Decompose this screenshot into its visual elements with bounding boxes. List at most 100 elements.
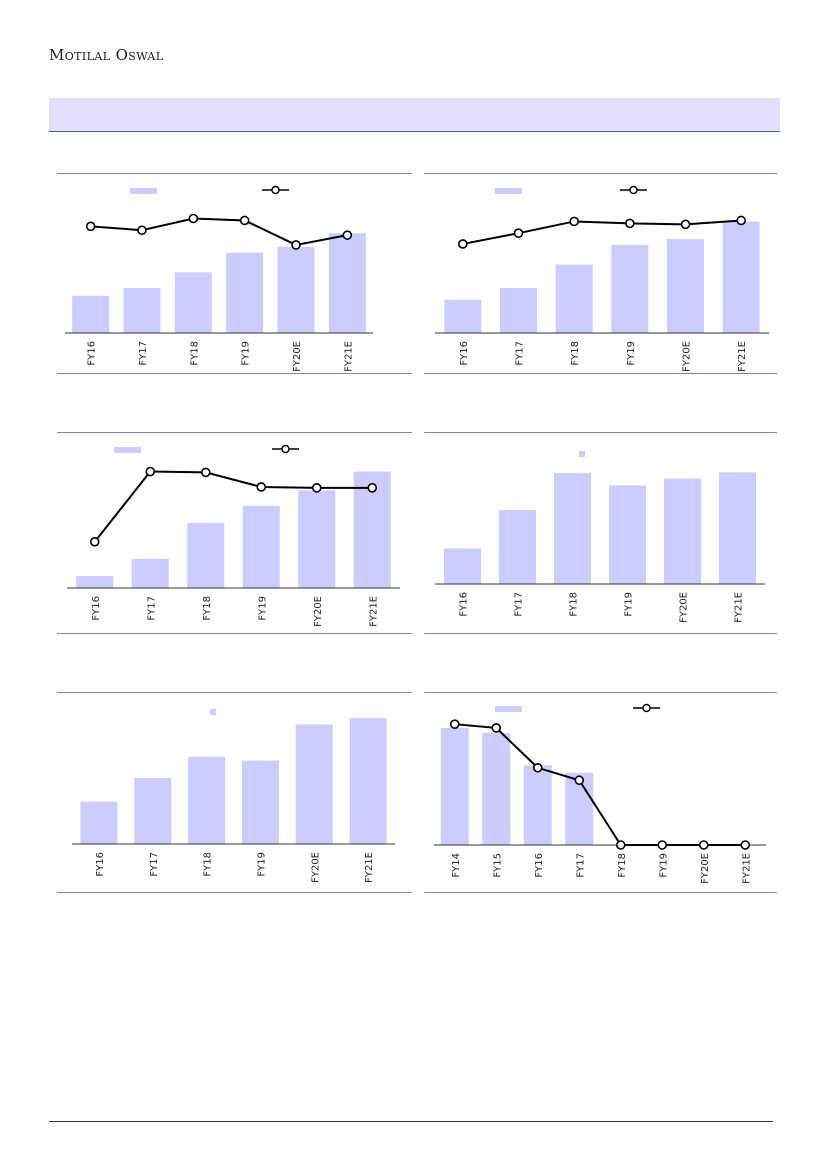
- section-header-band: [49, 98, 780, 132]
- x-tick-label: FY18: [203, 852, 214, 877]
- bar: [482, 732, 511, 845]
- panel-bottom-rule: [424, 373, 777, 374]
- line-point: [513, 228, 524, 238]
- line-point: [740, 840, 751, 850]
- panel-bottom-rule: [57, 892, 412, 893]
- series-line: [90, 217, 348, 246]
- line-point: [657, 840, 668, 850]
- legend-bar-swatch: [130, 188, 157, 194]
- bar: [499, 510, 536, 584]
- line-point: [311, 483, 322, 493]
- x-tick-label: FY21E: [741, 853, 752, 884]
- legend-bar-swatch: [495, 706, 522, 712]
- line-point: [239, 215, 250, 226]
- x-tick-label: FY20E: [679, 592, 690, 623]
- line-point: [342, 230, 353, 240]
- chart-1: FY16 FY17 FY18 FY19 FY20E FY21E: [65, 185, 373, 372]
- bar: [609, 485, 646, 584]
- line-point: [569, 216, 579, 227]
- x-tick-label: FY21E: [368, 596, 379, 627]
- line-point: [574, 775, 585, 786]
- x-tick-label: FY18: [569, 592, 580, 617]
- legend-line-marker: [271, 185, 280, 195]
- x-tick-label: FY17: [149, 852, 160, 877]
- bar: [328, 233, 366, 333]
- x-tick-label: FY17: [575, 853, 586, 878]
- panel-top-rule: [424, 692, 777, 693]
- line-point: [200, 467, 211, 478]
- bar: [722, 221, 760, 333]
- x-tick-label: FY16: [459, 341, 470, 366]
- bar: [241, 760, 279, 844]
- line-point: [145, 466, 156, 477]
- bar: [187, 522, 225, 588]
- x-tick-label: FY17: [514, 592, 525, 617]
- bar: [298, 490, 336, 588]
- x-tick-label: FY18: [570, 341, 581, 366]
- x-tick-label: FY17: [515, 341, 526, 366]
- legend-line-marker: [629, 185, 638, 195]
- x-tick-label: FY20E: [682, 341, 693, 372]
- legend-line-marker: [642, 703, 651, 713]
- chart-3: FY16 FY17 FY18 FY19 FY20E FY21E: [67, 444, 400, 627]
- chart-5: FY16 FY17 FY18 FY19 FY20E FY21E: [72, 709, 395, 883]
- line-point: [137, 225, 147, 236]
- panel-bottom-rule: [57, 633, 412, 634]
- bar: [174, 272, 212, 333]
- x-tick-label: FY17: [146, 596, 157, 621]
- line-point: [532, 762, 543, 773]
- bar: [277, 246, 315, 333]
- x-tick-label: FY18: [189, 341, 200, 366]
- bar: [349, 718, 387, 844]
- bar: [500, 287, 537, 333]
- bar: [444, 548, 481, 584]
- legend-line-marker: [281, 444, 290, 454]
- x-tick-label: FY20E: [310, 852, 321, 883]
- panel-bottom-rule: [424, 633, 777, 634]
- chart-4: FY16 FY17 FY18 FY19 FY20E FY21E: [435, 451, 765, 623]
- x-tick-label: FY19: [626, 341, 637, 366]
- bar: [719, 472, 756, 584]
- x-tick-label: FY16: [87, 341, 98, 366]
- bar: [72, 295, 110, 333]
- x-tick-label: FY20E: [700, 853, 711, 884]
- series-line: [454, 723, 746, 846]
- x-tick-label: FY17: [138, 341, 149, 366]
- footer-rule: [49, 1121, 773, 1122]
- brand-logo: Motilal Oswal: [49, 46, 164, 64]
- bar: [523, 765, 552, 845]
- line-point: [291, 240, 301, 250]
- x-tick-label: FY19: [658, 853, 669, 878]
- bar: [131, 558, 169, 588]
- panel-top-rule: [424, 173, 777, 174]
- legend-bar-swatch: [495, 188, 522, 194]
- legend-bar-swatch: [579, 451, 585, 457]
- panel-top-rule: [57, 692, 412, 693]
- line-point: [736, 215, 746, 226]
- series-line: [93, 470, 373, 543]
- bar: [664, 478, 701, 584]
- bar: [444, 299, 482, 333]
- bar: [226, 252, 264, 333]
- x-tick-label: FY16: [91, 596, 102, 621]
- bar: [123, 287, 161, 333]
- line-point: [85, 221, 96, 232]
- chart-2: FY16 FY17 FY18 FY19 FY20E FY21E: [435, 185, 769, 372]
- line-point: [367, 483, 378, 493]
- x-tick-label: FY16: [95, 852, 106, 877]
- x-tick-label: FY18: [617, 853, 628, 878]
- x-tick-label: FY20E: [313, 596, 324, 627]
- x-tick-label: FY19: [241, 341, 252, 366]
- panel-top-rule: [424, 432, 777, 433]
- panel-top-rule: [57, 432, 412, 433]
- bar: [188, 756, 226, 844]
- x-tick-label: FY16: [534, 853, 545, 878]
- line-point: [615, 840, 626, 850]
- bar: [555, 264, 593, 333]
- x-tick-label: FY20E: [292, 341, 303, 372]
- line-point: [491, 723, 502, 733]
- x-tick-label: FY19: [256, 852, 267, 877]
- x-tick-label: FY21E: [734, 592, 745, 623]
- panel-bottom-rule: [424, 892, 777, 893]
- legend-bar-swatch: [114, 447, 141, 453]
